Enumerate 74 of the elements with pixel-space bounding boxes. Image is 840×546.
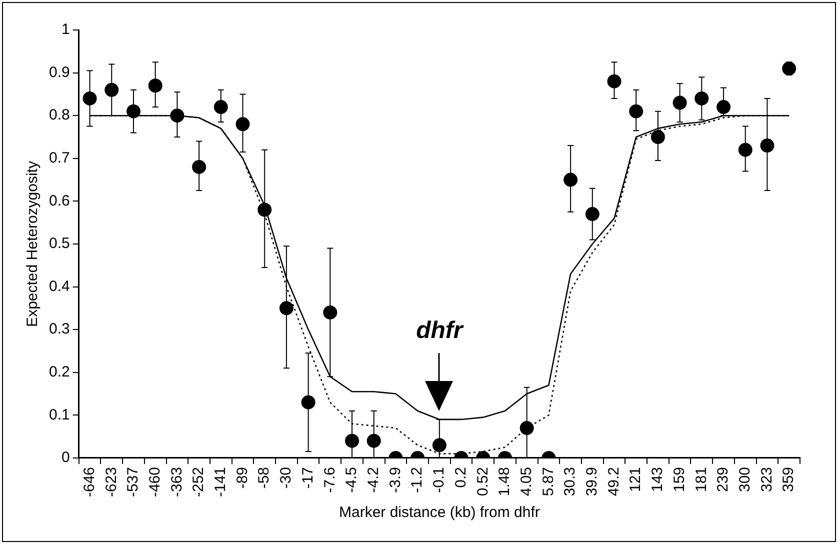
y-axis-title: Expected Heterozygosity bbox=[24, 160, 42, 327]
x-tick-label: 5.87 bbox=[540, 466, 557, 496]
x-tick-label: 0.2 bbox=[452, 466, 470, 488]
x-tick-label: -537 bbox=[124, 466, 142, 498]
point bbox=[236, 117, 250, 132]
x-tick-label: -646 bbox=[80, 466, 98, 498]
x-tick-label: -3.9 bbox=[386, 466, 404, 493]
y-tick-label: 1 bbox=[62, 21, 70, 38]
point bbox=[564, 172, 578, 187]
x-tick-label: -4.2 bbox=[365, 466, 382, 493]
x-tick-label: 359 bbox=[780, 466, 798, 492]
point bbox=[782, 62, 796, 76]
y-tick-label: 0 bbox=[62, 449, 70, 466]
point bbox=[672, 96, 687, 110]
x-tick-label: 159 bbox=[670, 466, 688, 492]
x-tick-label: 30.3 bbox=[562, 466, 579, 496]
x-tick-label: 323 bbox=[758, 466, 776, 492]
x-tick-label: -623 bbox=[102, 466, 120, 498]
x-tick-label: 121 bbox=[627, 466, 644, 492]
x-tick-label: -17 bbox=[299, 466, 316, 489]
point bbox=[432, 438, 446, 452]
point bbox=[716, 100, 731, 114]
point bbox=[738, 142, 752, 157]
y-tick-label: 0.8 bbox=[48, 106, 70, 124]
x-tick-label: -89 bbox=[234, 466, 251, 489]
y-tick-label: 0.7 bbox=[48, 150, 70, 167]
x-tick-label: -30 bbox=[278, 466, 295, 489]
y-tick-label: 0.2 bbox=[48, 364, 70, 381]
point bbox=[82, 91, 97, 106]
point bbox=[650, 130, 665, 144]
x-tick-label: 239 bbox=[714, 466, 732, 492]
point bbox=[520, 421, 534, 436]
x-tick-label: -460 bbox=[146, 466, 164, 498]
point bbox=[104, 82, 119, 97]
point bbox=[279, 301, 294, 316]
point bbox=[170, 108, 184, 123]
x-tick-label: -363 bbox=[168, 466, 186, 498]
y-tick-label: 0.3 bbox=[48, 320, 70, 338]
point bbox=[301, 395, 316, 410]
x-tick-label: -0.1 bbox=[430, 466, 448, 493]
point bbox=[126, 104, 140, 118]
point bbox=[323, 305, 338, 320]
y-tick-label: 0.5 bbox=[48, 235, 70, 252]
point bbox=[629, 104, 644, 118]
point bbox=[760, 138, 774, 153]
x-tick-label: 39.9 bbox=[584, 466, 601, 496]
point bbox=[345, 434, 360, 448]
x-tick-label: 0.52 bbox=[474, 466, 492, 496]
x-axis-title: Marker distance (kb) from dhfr bbox=[338, 504, 540, 522]
y-tick-label: 0.6 bbox=[48, 192, 70, 210]
point bbox=[192, 160, 206, 174]
x-tick-label: 49.2 bbox=[605, 466, 622, 496]
y-tick-label: 0.1 bbox=[48, 406, 70, 424]
annotation: dhfr bbox=[416, 317, 463, 346]
y-tick-label: 0.9 bbox=[48, 64, 70, 81]
y-tick-label: 0.4 bbox=[48, 278, 70, 295]
point bbox=[258, 202, 272, 217]
x-tick-label: -141 bbox=[212, 466, 230, 498]
x-tick-label: -58 bbox=[256, 466, 273, 489]
point bbox=[694, 91, 709, 106]
x-tick-label: 4.05 bbox=[518, 466, 535, 496]
x-tick-label: -4.5 bbox=[343, 466, 360, 493]
x-tick-label: -1.2 bbox=[408, 466, 426, 493]
x-tick-label: 143 bbox=[649, 466, 666, 492]
x-tick-label: 181 bbox=[692, 466, 710, 492]
point bbox=[366, 434, 381, 448]
point bbox=[148, 78, 162, 93]
point bbox=[607, 74, 622, 88]
point bbox=[585, 207, 600, 222]
x-tick-label: 300 bbox=[736, 466, 754, 492]
x-tick-label: -7.6 bbox=[321, 466, 338, 493]
x-tick-label: -252 bbox=[190, 466, 208, 498]
x-tick-label: 1.48 bbox=[496, 466, 514, 496]
point bbox=[214, 100, 228, 114]
